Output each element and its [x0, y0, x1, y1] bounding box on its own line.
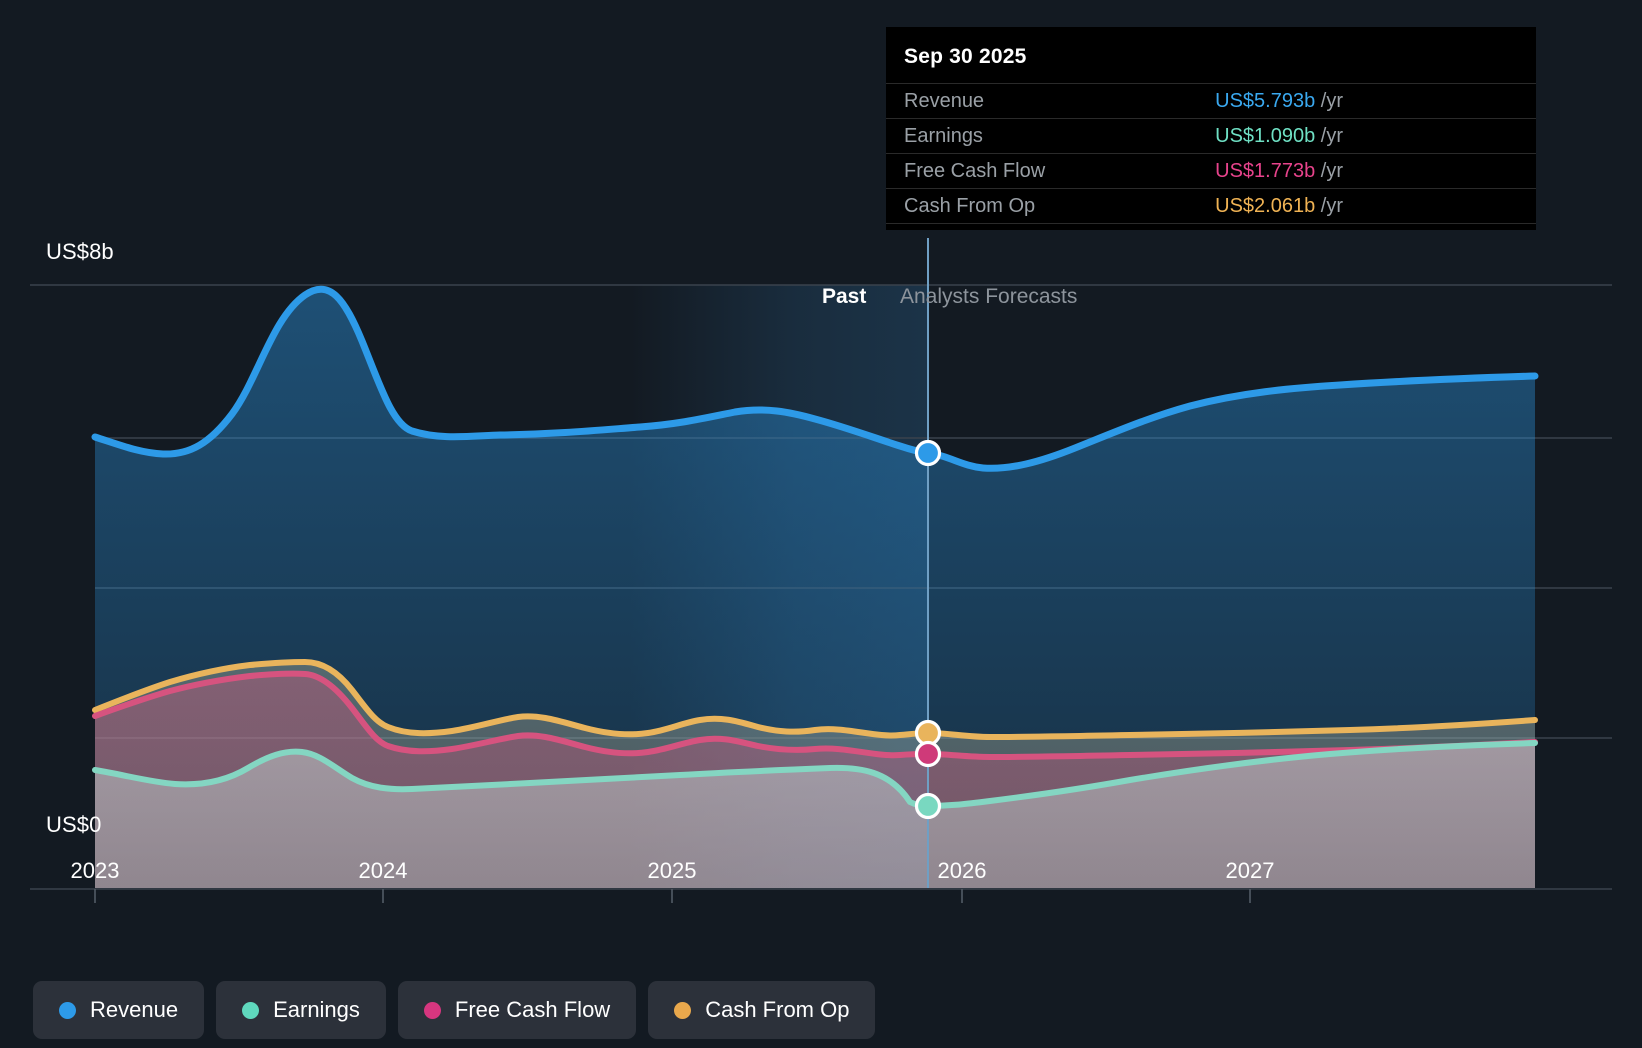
legend-item-earnings[interactable]: Earnings [216, 981, 386, 1039]
legend-item-label: Earnings [273, 997, 360, 1022]
analysts-forecasts-label: Analysts Forecasts [900, 285, 1078, 308]
tooltip-metric-label: Earnings [904, 124, 983, 147]
tooltip-metric-number: US$1.773b [1215, 159, 1316, 182]
legend-item-cash-from-op[interactable]: Cash From Op [648, 981, 876, 1039]
earnings-area [95, 743, 1535, 888]
tooltip-metric-unit: /yr [1315, 124, 1343, 147]
legend-color-dot-icon [423, 1001, 441, 1019]
free-cash-flow-line [92, 670, 1538, 760]
cash-from-op-line [92, 659, 1538, 740]
tooltip-row: Cash From Op US$2.061b /yr [886, 188, 1536, 224]
x-axis-ticks [94, 889, 1251, 903]
tooltip-row: Free Cash Flow US$1.773b /yr [886, 153, 1536, 188]
earnings-line [92, 740, 1538, 809]
tooltip-metric-unit: /yr [1315, 159, 1343, 182]
legend-item-label: Revenue [90, 997, 179, 1022]
legend-color-dot-icon [59, 1001, 76, 1019]
legend-color-dot-icon [674, 1001, 692, 1019]
marker-earnings [914, 792, 942, 820]
legend-item-free-cash-flow[interactable]: Free Cash Flow [397, 981, 637, 1039]
tooltip-metric-value: US$2.061b /yr [1215, 195, 1343, 218]
tooltip-row: Revenue US$5.793b /yr [886, 83, 1536, 118]
marker-free-cash-flow [914, 740, 942, 768]
tooltip-metric-value: US$1.773b /yr [1215, 160, 1343, 183]
tooltip-metric-unit: /yr [1315, 89, 1343, 112]
legend-item-label: Free Cash Flow [454, 997, 611, 1022]
tooltip-row: Earnings US$1.090b /yr [886, 118, 1536, 153]
revenue-line [91, 285, 1539, 472]
x-tick-label-2023: 2023 [70, 858, 120, 883]
legend-color-dot-icon [242, 1001, 260, 1019]
y-axis-max-label: US$8b [46, 239, 114, 264]
legend-item-label: Cash From Op [705, 997, 850, 1022]
x-tick-label-2025: 2025 [647, 858, 697, 883]
chart-legend: Revenue Earnings Free Cash Flow Cash From O… [33, 981, 876, 1039]
tooltip-metric-unit: /yr [1315, 194, 1343, 217]
tooltip-metric-value: US$5.793b /yr [1215, 90, 1343, 113]
tooltip-date: Sep 30 2025 [904, 45, 1027, 68]
y-axis-zero-label: US$0 [46, 812, 102, 837]
tooltip-rows: Revenue US$5.793b /yr Earnings US$1.090b /y… [886, 83, 1536, 224]
x-tick-label-2027: 2027 [1225, 858, 1275, 883]
x-tick-label-2024: 2024 [358, 858, 408, 883]
tooltip-metric-number: US$5.793b [1215, 89, 1316, 112]
tooltip-metric-label: Cash From Op [904, 194, 1036, 217]
highlight-markers[interactable] [914, 439, 942, 820]
tooltip-metric-label: Revenue [904, 89, 985, 112]
tooltip-metric-label: Free Cash Flow [904, 159, 1046, 182]
past-label: Past [822, 285, 867, 308]
tooltip-metric-number: US$2.061b [1215, 194, 1316, 217]
data-tooltip: Sep 30 2025 Revenue US$5.793b /yr Earnings… [886, 27, 1536, 230]
legend-item-revenue[interactable]: Revenue [33, 981, 205, 1039]
x-tick-label-2026: 2026 [937, 858, 987, 883]
marker-revenue [914, 439, 942, 467]
tooltip-metric-number: US$1.090b [1215, 124, 1316, 147]
tooltip-metric-value: US$1.090b /yr [1215, 125, 1343, 148]
